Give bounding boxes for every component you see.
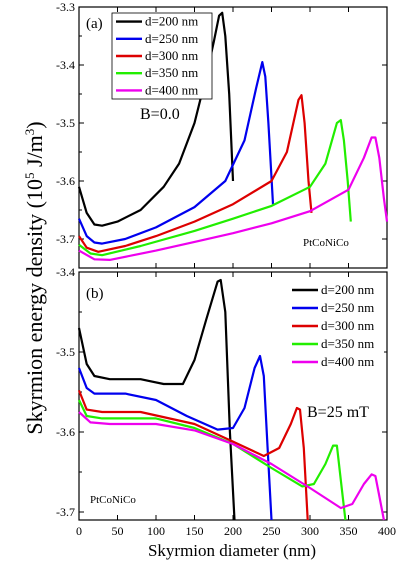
panel-b-legend: d=200 nm d=250 nm d=300 nm d=350 nm d=400 nm [288,281,384,371]
series-line-d-300-nm [77,389,309,521]
panel-b-material-label: PtCoNiCo [90,494,136,506]
panel-b-x-ticks: 0 50 100 150 200 250 300 350 400 [76,272,396,538]
legend-entry: d=350 nm [145,65,198,80]
x-axis-label: Skyrmion diameter (nm) [148,541,316,560]
x-tick-label: 0 [76,524,82,538]
legend-entry: d=200 nm [321,282,374,297]
panel-b-field-label: B=25 mT [307,404,369,421]
panel-a-y-ticks: -3.3 -3.4 -3.5 -3.6 -3.7 [56,0,388,268]
panel-b-label: (b) [86,286,104,302]
panel-a-label: (a) [86,16,103,32]
y-tick-label: -3.6 [56,425,75,439]
series-line-d-300-nm [78,94,313,253]
panel-a-legend: d=200 nm d=250 nm d=300 nm d=350 nm d=400 nm [111,12,213,100]
x-tick-label: 50 [112,524,124,538]
legend-entry: d=400 nm [321,354,374,369]
series-line-d-200-nm [77,11,235,227]
y-tick-label: -3.3 [56,0,75,14]
x-tick-label: 150 [186,524,204,538]
y-tick-label: -3.5 [56,345,75,359]
y-tick-label: -3.4 [56,58,75,72]
y-axis-label: Skyrmion energy density (105 J/m3) [22,121,47,434]
series-line-d-250-nm [77,354,273,521]
x-tick-label: 300 [301,524,319,538]
panel-a: -3.3-3.4-3.5-3.6-3.7 (a) B=0.0 PtCoNiCo … [56,0,389,269]
legend-entry: d=250 nm [145,31,198,46]
y-tick-label: -3.5 [56,116,75,130]
y-tick-label: -3.6 [56,174,75,188]
series-line-d-400-nm [78,411,385,521]
panel-b-series [77,278,385,521]
legend-entry: d=400 nm [145,82,198,97]
series-line-d-350-nm [78,119,352,257]
y-tick-label: -3.7 [56,505,75,519]
panel-b-y-ticks: -3.4 -3.5 -3.6 -3.7 [56,265,387,519]
y-tick-label: -3.4 [56,265,75,279]
panel-b: -3.4 -3.5 -3.6 -3.7 0 50 100 150 200 250 300 350 40… [56,265,396,538]
x-tick-label: 200 [224,524,242,538]
legend-entry: d=200 nm [145,14,198,29]
x-tick-label: 400 [378,524,396,538]
x-tick-label: 350 [340,524,358,538]
panel-a-material-label: PtCoNiCo [303,237,349,249]
panel-a-field-label: B=0.0 [140,106,180,123]
series-line-d-250-nm [77,61,275,245]
y-tick-label: -3.7 [56,232,75,246]
legend-entry: d=250 nm [321,300,374,315]
x-tick-label: 250 [263,524,281,538]
legend-entry: d=350 nm [321,336,374,351]
series-line-d-350-nm [78,399,347,521]
series-line-d-200-nm [77,278,236,521]
legend-entry: d=300 nm [145,48,198,63]
series-line-d-400-nm [78,136,389,261]
x-tick-label: 100 [147,524,165,538]
legend-entry: d=300 nm [321,318,374,333]
panel-a-series [77,11,389,261]
